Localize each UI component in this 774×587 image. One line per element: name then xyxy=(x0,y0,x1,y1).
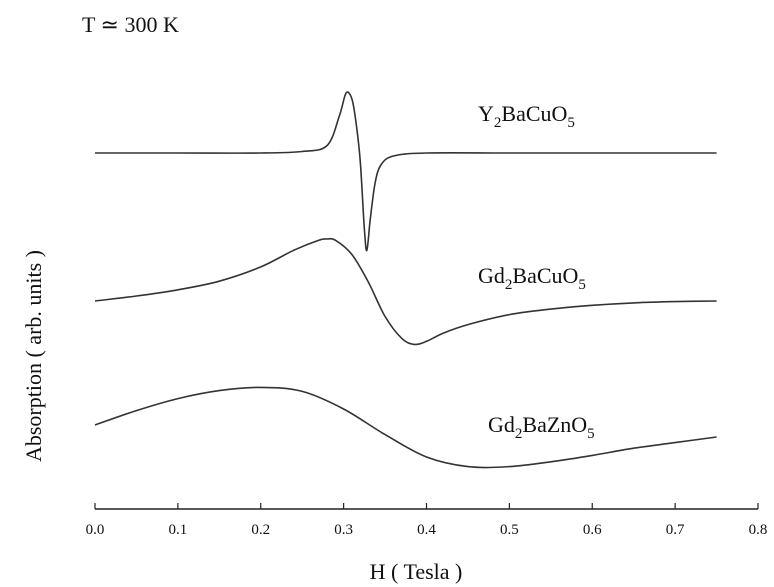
x-tick-label: 0.7 xyxy=(666,522,685,538)
series-curve-2 xyxy=(94,237,717,346)
series-curve-3 xyxy=(94,386,717,469)
x-tick-label: 0.8 xyxy=(749,522,768,538)
x-tick-label: 0.5 xyxy=(500,522,519,538)
x-axis-title: H ( Tesla ) xyxy=(370,559,463,584)
x-tick-label: 0.6 xyxy=(583,522,602,538)
x-tick-label: 0.3 xyxy=(334,522,353,538)
series-label-1: Y2BaCuO5 xyxy=(478,101,575,131)
series-curve-1 xyxy=(95,91,717,252)
y-axis-title: Absorption ( arb. units ) xyxy=(21,250,46,462)
x-tick-label: 0.2 xyxy=(251,522,270,538)
temperature-annotation: T ≃ 300 K xyxy=(82,12,179,37)
series-label-3: Gd2BaZnO5 xyxy=(488,412,595,442)
x-tick-label: 0.1 xyxy=(169,522,188,538)
x-tick-label: 0.4 xyxy=(417,522,436,538)
series-group xyxy=(94,91,717,469)
x-tick-label: 0.0 xyxy=(86,522,105,538)
x-ticks: 0.0 0.1 0.2 0.3 0.4 0.5 0.6 0.7 0.8 xyxy=(86,503,768,538)
series-labels: Y2BaCuO5 Gd2BaCuO5 Gd2BaZnO5 xyxy=(478,101,595,442)
series-label-2: Gd2BaCuO5 xyxy=(478,263,586,293)
